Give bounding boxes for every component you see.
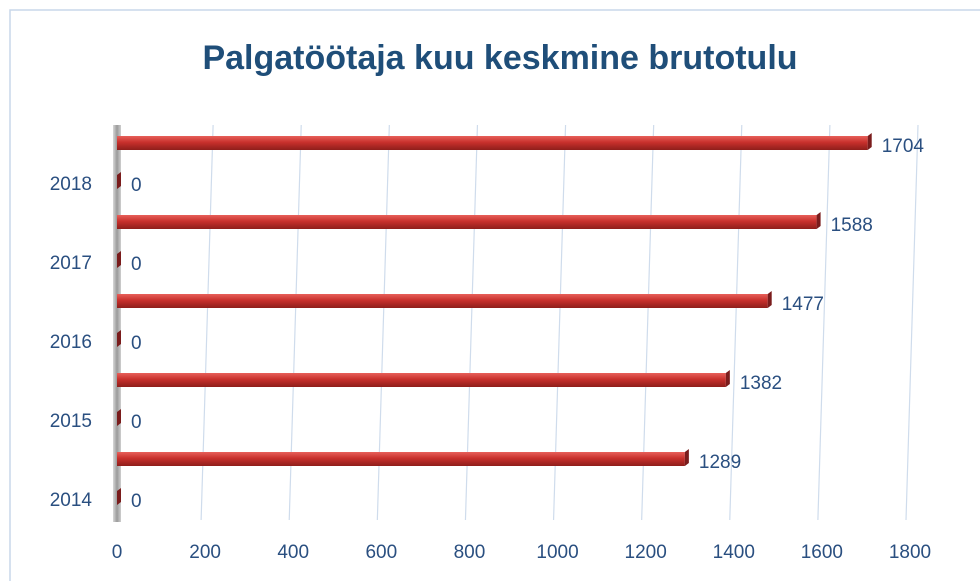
axis-wall — [113, 125, 121, 522]
x-tick-label: 800 — [454, 542, 486, 563]
bar — [117, 373, 726, 387]
bar-end-cap — [117, 172, 121, 189]
y-tick-label: 2016 — [50, 332, 92, 353]
bar — [117, 294, 768, 308]
bar-end-cap — [117, 251, 121, 268]
y-tick-label: 2014 — [50, 490, 93, 511]
x-tick-label: 0 — [112, 542, 123, 563]
grid-line — [817, 124, 831, 521]
value-label: 0 — [131, 412, 142, 433]
x-tick-label: 600 — [365, 542, 397, 563]
value-label: 0 — [131, 175, 142, 196]
bar-end-cap — [684, 449, 689, 466]
value-label: 0 — [131, 254, 142, 275]
value-label: 0 — [131, 491, 142, 512]
grid-line — [729, 124, 743, 521]
bar — [117, 452, 685, 466]
bar-end-cap — [816, 212, 821, 229]
bar-end-cap — [117, 488, 121, 505]
y-tick-label: 2017 — [50, 253, 92, 274]
bar-end-cap — [725, 370, 730, 387]
x-tick-label: 1600 — [801, 542, 843, 563]
chart-title: Palgatöötaja kuu keskmine brutotulu — [202, 39, 797, 77]
bar-end-cap — [117, 330, 121, 347]
value-label: 1289 — [699, 452, 741, 473]
bar-end-cap — [767, 291, 772, 308]
x-tick-label: 1000 — [536, 542, 578, 563]
grid-line — [905, 124, 919, 521]
x-tick-label: 1800 — [889, 542, 931, 563]
value-label: 0 — [131, 333, 142, 354]
bar — [117, 136, 868, 150]
value-label: 1382 — [740, 373, 782, 394]
value-label: 1704 — [882, 136, 925, 157]
bar-end-cap — [117, 409, 121, 426]
frame — [9, 9, 980, 581]
y-tick-label: 2018 — [50, 174, 92, 195]
x-tick-label: 400 — [277, 542, 309, 563]
bar-end-cap — [867, 133, 872, 150]
value-label: 1477 — [782, 294, 824, 315]
x-tick-label: 1200 — [625, 542, 667, 563]
y-tick-label: 2015 — [50, 411, 92, 432]
x-tick-label: 200 — [189, 542, 221, 563]
bar — [117, 215, 817, 229]
value-label: 1588 — [831, 215, 873, 236]
x-tick-label: 1400 — [713, 542, 755, 563]
